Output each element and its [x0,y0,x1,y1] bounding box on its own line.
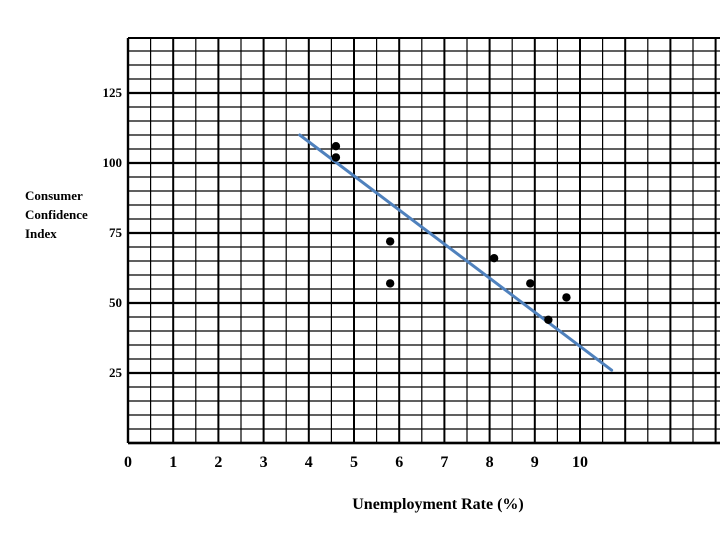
y-axis-label-line-1: Consumer [25,188,83,203]
y-axis-label-line-2: Confidence [25,207,88,222]
data-point [385,279,395,288]
data-point [489,254,499,263]
x-tick-label: 6 [395,454,403,471]
data-point [544,315,553,324]
y-tick-label: 125 [103,85,123,100]
x-tick-label: 1 [169,454,177,471]
data-point [562,293,571,302]
x-tick-label: 8 [486,454,494,471]
x-tick-label: 4 [305,454,313,471]
x-tick-label: 5 [350,454,358,471]
x-axis-label: Unemployment Rate (%) [352,496,524,513]
y-tick-labels: 25 50 75 100 125 [103,85,123,380]
x-tick-label: 2 [214,454,222,471]
data-point [331,153,341,162]
data-point [385,237,395,246]
x-tick-label: 0 [124,454,132,471]
y-tick-label: 50 [109,295,122,310]
x-tick-label: 9 [531,454,539,471]
y-axis-label-line-3: Index [25,226,57,241]
x-tick-label: 7 [440,454,448,471]
y-tick-label: 25 [109,365,123,380]
data-points [331,142,571,324]
y-tick-label: 100 [103,155,123,170]
data-point [331,142,341,151]
y-tick-label: 75 [109,225,123,240]
data-point [526,279,535,288]
x-tick-labels: 0 1 2 3 4 5 6 7 8 9 10 [124,454,588,471]
x-tick-label: 3 [260,454,268,471]
trend-line-group [298,133,614,372]
x-tick-label: 10 [572,454,588,471]
trend-line [298,133,614,372]
grid [126,37,720,445]
